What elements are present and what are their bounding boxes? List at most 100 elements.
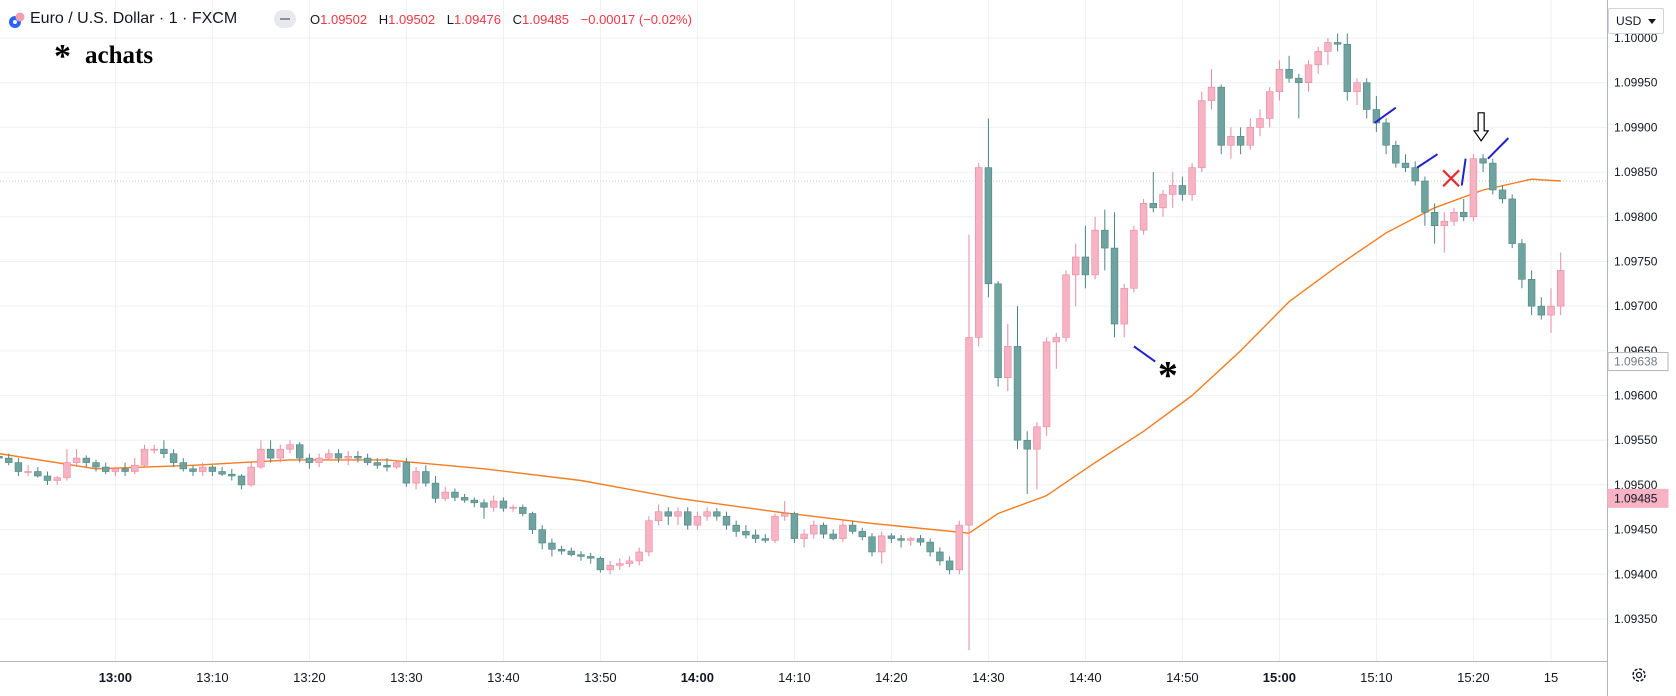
candle (974, 163, 983, 347)
chart-grid (0, 0, 1607, 661)
candle-body (1557, 270, 1565, 307)
symbol-title[interactable]: Euro / U.S. Dollar · 1 · FXCM (30, 10, 238, 27)
open-label: O (310, 12, 321, 27)
candle (1479, 154, 1487, 173)
candle (1139, 198, 1148, 235)
candle-body (257, 448, 265, 468)
candle-body (1072, 256, 1080, 276)
candle-body (596, 557, 605, 571)
candle-body (315, 457, 323, 463)
candle-body (1304, 64, 1313, 83)
currency-button[interactable]: USD (1608, 8, 1664, 34)
candle-body (189, 468, 197, 472)
candle-body (1295, 77, 1303, 83)
change-value: −0.00017 (−0.02%) (580, 12, 692, 27)
settings-gear-icon[interactable] (1630, 666, 1648, 684)
candle-body (1353, 82, 1361, 92)
candle (722, 511, 731, 530)
candle-body (412, 471, 420, 484)
candle (4, 453, 13, 466)
candle (771, 513, 779, 544)
candle-body (82, 457, 91, 463)
crosshair-price-label: 1.09638 (1614, 355, 1658, 369)
candle-body (1275, 68, 1284, 92)
candle (1042, 337, 1051, 436)
time-tick-label: 15 (1544, 670, 1558, 685)
candle-body (955, 524, 964, 571)
time-tick-label: 14:50 (1166, 670, 1199, 685)
candle-body (1062, 274, 1070, 338)
candle-body (228, 473, 236, 477)
candle (169, 449, 178, 468)
candle (43, 471, 52, 485)
candle (586, 552, 595, 564)
candle (140, 444, 149, 468)
candle (1382, 118, 1390, 155)
time-tick-label: 14:10 (778, 670, 811, 685)
candle (1188, 163, 1196, 201)
candle-body (887, 535, 896, 539)
candle (315, 453, 323, 468)
collapse-toggle-button[interactable] (274, 10, 296, 28)
candle (693, 511, 702, 530)
candle-body (24, 471, 32, 473)
candle-body (557, 548, 566, 552)
candle-body (1527, 279, 1536, 307)
candle-body (1033, 426, 1041, 450)
candle-body (848, 524, 857, 532)
candle-body (1178, 185, 1187, 195)
candle (1401, 154, 1410, 173)
candle (34, 467, 42, 478)
candle-body (800, 533, 808, 539)
candle (897, 534, 905, 548)
candle (664, 507, 673, 526)
candle (557, 545, 566, 555)
candle (926, 538, 934, 557)
candle (1266, 87, 1274, 128)
candle (102, 462, 110, 475)
candle-body (509, 506, 517, 509)
candle-body (1440, 220, 1449, 227)
time-tick-label: 13:20 (293, 670, 326, 685)
currency-label: USD (1616, 14, 1642, 28)
candle (1343, 33, 1352, 101)
candle (577, 551, 585, 561)
candle (373, 458, 381, 469)
close-value: 1.09485 (522, 12, 570, 27)
candle-body (1489, 162, 1497, 191)
annotation-label: achats (85, 42, 154, 69)
candle-body (693, 515, 702, 526)
candle (1527, 270, 1536, 316)
candle (839, 520, 847, 543)
candle-body (131, 464, 139, 472)
candle (1324, 38, 1332, 65)
candle-body (722, 515, 731, 526)
chart-header: Euro / U.S. Dollar · 1 · FXCM O1.09502 H… (0, 0, 1600, 38)
candle-body (1421, 180, 1429, 213)
candle (1333, 33, 1342, 52)
candle (1023, 431, 1031, 494)
candle (567, 547, 576, 557)
candle (732, 520, 740, 537)
candle-body (713, 511, 721, 517)
candle-body (965, 337, 973, 526)
candle-body (1120, 287, 1128, 325)
price-tick-label: 1.09500 (1614, 478, 1658, 492)
candle (1450, 207, 1458, 226)
candle (955, 520, 964, 575)
candle (305, 453, 314, 469)
candle-body (392, 462, 401, 468)
candle (402, 458, 411, 487)
candle (877, 531, 886, 564)
candle-body (1188, 167, 1196, 195)
candle-body (325, 453, 333, 459)
candle-body (266, 448, 275, 459)
candle-body (1023, 439, 1031, 450)
candle (548, 538, 556, 557)
time-tick-label: 14:00 (681, 670, 714, 685)
candle-body (480, 502, 488, 508)
trend-annotation-line (1487, 137, 1510, 160)
symbol-flag-icon (9, 12, 25, 28)
candle-body (868, 536, 876, 553)
